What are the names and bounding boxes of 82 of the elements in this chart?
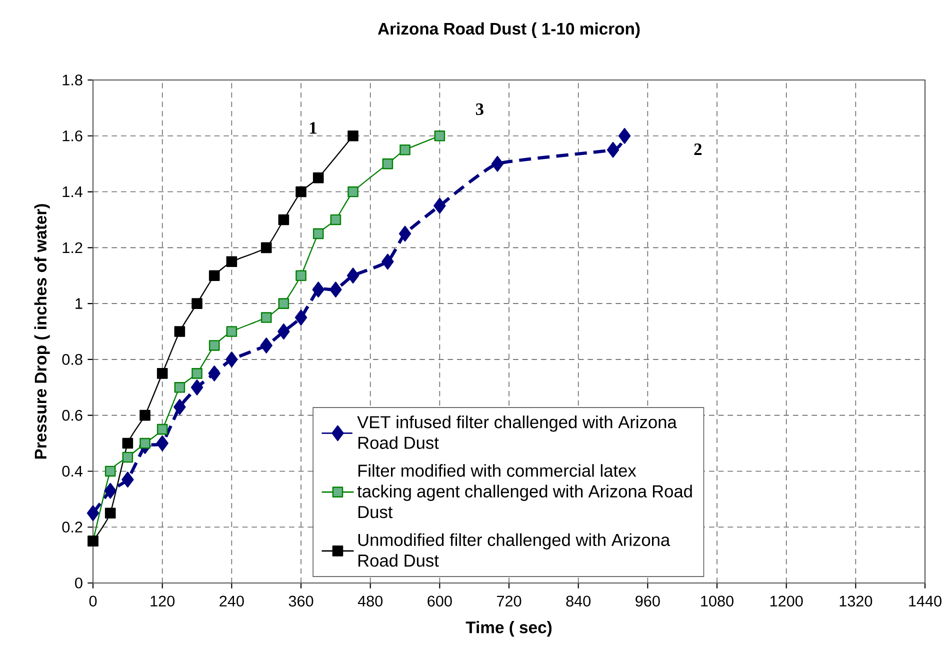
annotation: 2 xyxy=(694,143,702,155)
point xyxy=(278,324,290,340)
annotation: 1 xyxy=(310,122,316,134)
x-tick-label: 1200 xyxy=(770,596,803,607)
point xyxy=(208,365,220,382)
chart-title: Arizona Road Dust ( 1-10 micron) xyxy=(378,22,640,38)
point xyxy=(192,368,202,379)
x-tick-label: 120 xyxy=(150,596,175,607)
point xyxy=(618,128,631,144)
point xyxy=(140,438,150,449)
point xyxy=(208,270,220,282)
point xyxy=(398,226,412,242)
point xyxy=(208,340,220,351)
point xyxy=(174,326,186,337)
point xyxy=(122,438,134,449)
point xyxy=(156,424,168,435)
point xyxy=(348,130,358,142)
point xyxy=(260,242,272,254)
point xyxy=(348,186,358,198)
legend-label: VET infused filter challenged with Arizona Road Dust xyxy=(357,416,677,449)
point xyxy=(382,158,394,170)
point xyxy=(330,214,342,226)
legend-label: Unmodified filter challenged with Arizona Road Dust xyxy=(358,533,670,567)
y-tick-label: 1 xyxy=(76,298,82,309)
x-tick-label: 1080 xyxy=(701,596,734,607)
point xyxy=(156,435,168,452)
point xyxy=(491,156,504,172)
y-tick-label: 0 xyxy=(75,578,82,588)
point xyxy=(434,130,446,142)
point xyxy=(226,326,238,337)
annotation: 3 xyxy=(476,103,484,116)
point xyxy=(104,482,116,499)
x-tick-label: 600 xyxy=(428,596,452,607)
point xyxy=(192,298,202,309)
y-axis-title: Pressure Drop ( inches of water) xyxy=(34,204,50,459)
x-tick-label: 1440 xyxy=(909,596,942,607)
x-tick-label: 0 xyxy=(89,596,97,607)
point xyxy=(312,282,324,298)
point xyxy=(330,282,342,298)
point xyxy=(260,312,272,323)
x-axis-title: Time ( sec) xyxy=(466,621,552,637)
point xyxy=(296,270,306,282)
y-tick-label: 1.4 xyxy=(62,186,83,198)
point xyxy=(226,352,238,368)
x-tick-label: 240 xyxy=(220,596,244,607)
x-tick-label: 480 xyxy=(358,596,383,607)
point xyxy=(312,228,324,240)
point xyxy=(278,298,290,309)
point xyxy=(382,254,394,270)
point xyxy=(174,382,186,393)
x-tick-label: 1320 xyxy=(840,596,872,607)
point xyxy=(606,142,620,158)
point xyxy=(190,379,204,396)
legend-label: Filter modified with commercial latex tacking agent challenged with Arizona Road Dust xyxy=(357,464,692,518)
y-tick-label: 0.2 xyxy=(62,522,82,533)
point xyxy=(104,466,116,477)
y-tick-label: 0.8 xyxy=(62,354,82,365)
x-tick-label: 960 xyxy=(636,596,660,607)
x-tick-label: 840 xyxy=(566,596,591,607)
x-tick-label: 720 xyxy=(497,596,522,607)
y-tick-label: 0.6 xyxy=(62,410,82,421)
point xyxy=(174,399,186,415)
x-tick-label: 360 xyxy=(288,596,314,607)
point xyxy=(434,198,446,214)
point xyxy=(122,452,134,463)
point xyxy=(260,338,272,354)
y-tick-label: 1.8 xyxy=(62,74,82,86)
point xyxy=(296,186,306,198)
point xyxy=(278,214,290,226)
point xyxy=(104,508,116,519)
point xyxy=(312,172,324,184)
point xyxy=(226,256,238,268)
point xyxy=(140,410,150,421)
point xyxy=(86,505,100,522)
y-tick-label: 0.4 xyxy=(62,466,83,477)
point xyxy=(156,368,168,379)
y-tick-label: 1.2 xyxy=(62,242,82,254)
point xyxy=(294,310,308,326)
point xyxy=(122,472,134,488)
point xyxy=(400,144,410,156)
point xyxy=(346,268,360,284)
y-tick-label: 1.6 xyxy=(62,130,82,142)
